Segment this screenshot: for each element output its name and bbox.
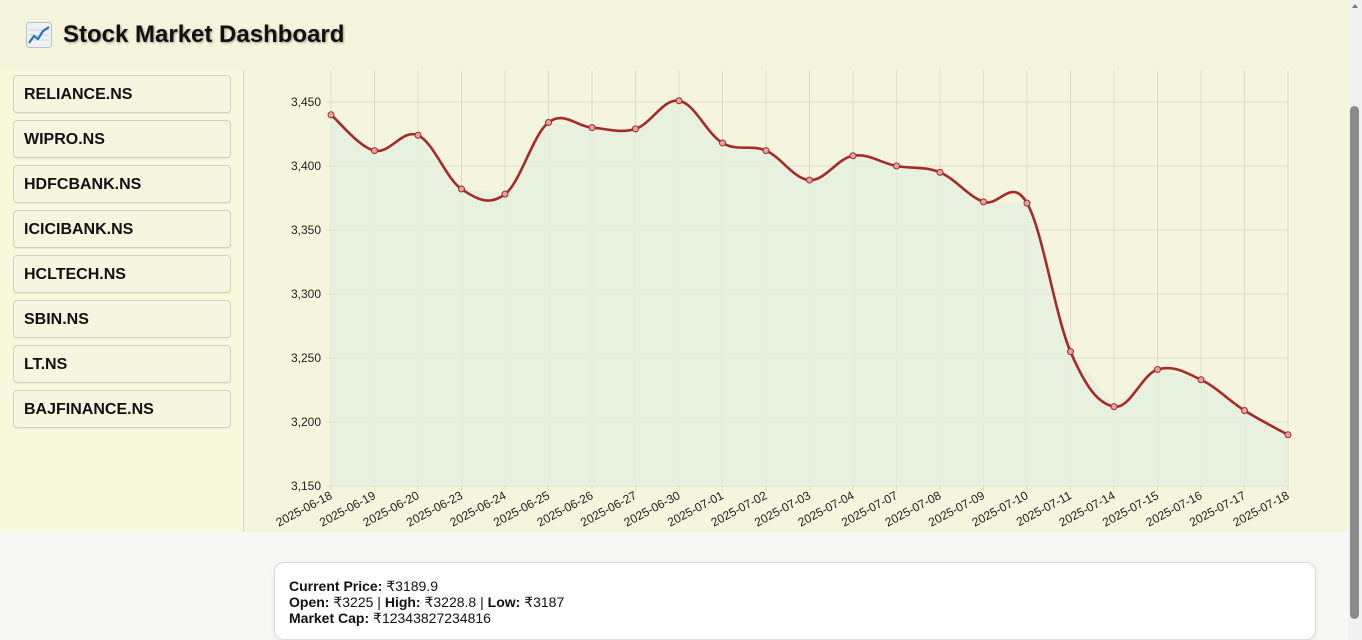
series-line — [330, 99, 1289, 436]
y-tick-label: 3,300 — [291, 287, 321, 301]
data-point — [893, 162, 900, 170]
data-point — [1197, 376, 1205, 384]
y-tick-label: 3,250 — [291, 351, 321, 365]
price-chart-svg: 3,1503,2003,2503,3003,3503,4003,4502025-… — [274, 70, 1292, 529]
stock-button-hdfcbank[interactable]: HDFCBANK.NS — [13, 165, 231, 203]
stock-button-bajfinance[interactable]: BAJFINANCE.NS — [13, 390, 231, 428]
data-point — [719, 139, 726, 147]
data-point — [632, 125, 639, 133]
stock-button-sbin[interactable]: SBIN.NS — [13, 300, 231, 338]
data-point — [936, 168, 944, 176]
high-label: High: — [384, 594, 421, 610]
open-label: Open: — [289, 594, 330, 610]
low-value: ₹3187 — [524, 594, 565, 610]
stock-button-hcltech[interactable]: HCLTECH.NS — [13, 255, 231, 293]
current-price-value: ₹3189.9 — [386, 578, 438, 594]
market-cap-value: ₹12343827234816 — [373, 610, 491, 626]
data-point — [1284, 431, 1292, 439]
data-point — [414, 131, 422, 139]
y-tick-label: 3,450 — [291, 95, 321, 109]
data-point — [675, 97, 683, 105]
data-point — [849, 152, 857, 160]
y-tick-label: 3,350 — [291, 223, 321, 237]
stock-button-wipro[interactable]: WIPRO.NS — [13, 120, 231, 158]
data-point — [545, 118, 552, 126]
market-cap-label: Market Cap: — [289, 610, 370, 626]
stock-button-reliance[interactable]: RELIANCE.NS — [13, 75, 231, 113]
data-point — [458, 185, 465, 193]
scrollbar-thumb[interactable] — [1350, 106, 1359, 619]
sidebar: RELIANCE.NS WIPRO.NS HDFCBANK.NS ICICIBA… — [0, 70, 244, 532]
vertical-scrollbar[interactable] — [1348, 0, 1362, 640]
data-point — [806, 176, 813, 184]
high-value: ₹3228.8 — [424, 594, 477, 610]
data-point — [1110, 403, 1118, 411]
low-label: Low: — [487, 594, 521, 610]
y-tick-label: 3,200 — [291, 415, 321, 429]
data-point — [371, 147, 378, 155]
header: Stock Market Dashboard — [0, 0, 1348, 70]
data-point — [1067, 348, 1074, 356]
y-tick-label: 3,400 — [291, 159, 321, 173]
open-value: ₹3225 — [333, 594, 374, 610]
price-chart: 3,150 3,200 3,250 3,300 3,350 3,400 3,450 2025-… — [244, 70, 1348, 532]
data-point — [501, 190, 509, 198]
current-price-label: Current Price: — [289, 578, 383, 594]
ohl-row: Open: ₹3225 | High: ₹3228.8 | Low: ₹3187 — [289, 594, 1301, 610]
y-tick-label: 3,150 — [291, 479, 321, 493]
scroll-up-arrow-icon[interactable] — [1352, 4, 1358, 8]
data-point — [1023, 199, 1031, 207]
separator: | — [480, 594, 484, 610]
area-fill — [331, 100, 1288, 486]
data-point — [762, 147, 770, 155]
market-cap-row: Market Cap: ₹12343827234816 — [289, 610, 1301, 626]
data-point — [1241, 406, 1248, 414]
data-point — [588, 124, 596, 132]
stock-button-icicibank[interactable]: ICICIBANK.NS — [13, 210, 231, 248]
separator: | — [377, 594, 381, 610]
data-point — [1154, 366, 1161, 374]
page-title: Stock Market Dashboard — [63, 21, 345, 48]
stock-info-card: Current Price: ₹3189.9 Open: ₹3225 | Hig… — [274, 562, 1316, 640]
chart-increasing-icon — [26, 22, 52, 48]
stock-button-lt[interactable]: LT.NS — [13, 345, 231, 383]
data-point — [980, 198, 987, 206]
data-point — [327, 111, 335, 119]
current-price-row: Current Price: ₹3189.9 — [289, 578, 1301, 594]
